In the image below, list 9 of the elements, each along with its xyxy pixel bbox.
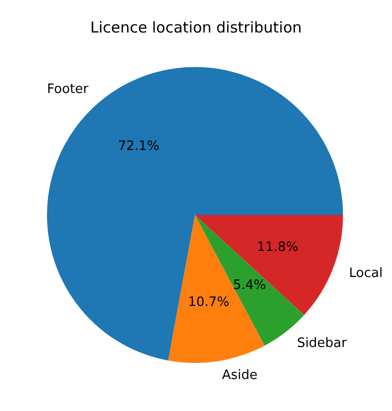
slice-label: Local [349,266,383,281]
slice-label: Aside [222,368,258,383]
slice-label: Sidebar [297,336,348,351]
data-label: 11.8% [257,240,298,255]
chart-title: Licence location distribution [90,18,302,36]
data-label: 5.4% [233,278,266,293]
data-label: 10.7% [188,295,230,310]
data-label: 72.1% [118,139,160,154]
slice-label: Footer [47,82,90,97]
